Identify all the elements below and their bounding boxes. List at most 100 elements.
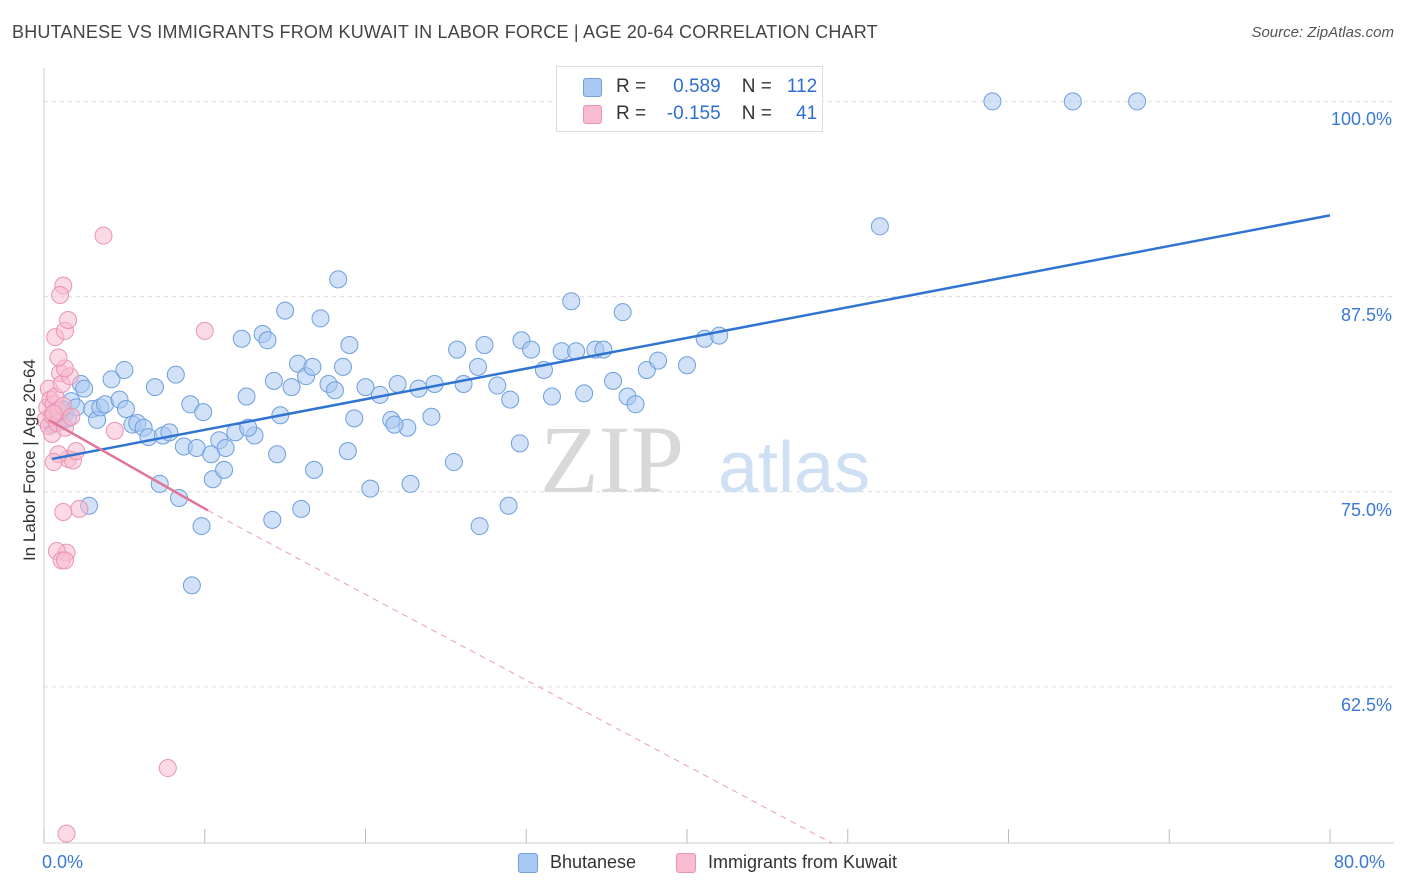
point-bhutanese <box>333 357 352 376</box>
y-tick-label: 75.0% <box>1340 499 1392 520</box>
bottom-legend-swatch-pink <box>676 852 696 873</box>
point-bhutanese <box>145 378 164 397</box>
point-bhutanese <box>263 510 282 529</box>
point-bhutanese <box>613 303 632 322</box>
watermark-zip: ZIP <box>540 406 684 513</box>
point-bhutanese <box>499 496 518 515</box>
point-bhutanese <box>388 375 407 393</box>
legend-r-label: R = <box>616 103 647 124</box>
point-bhutanese <box>194 403 213 422</box>
point-bhutanese <box>338 442 357 461</box>
point-kuwait <box>44 404 63 423</box>
legend-r-label: R = <box>616 76 647 97</box>
legend-n-label: N = <box>741 103 772 124</box>
point-bhutanese <box>385 415 404 434</box>
trend-lines <box>48 214 1331 844</box>
legend-n-value: 112 <box>786 76 818 97</box>
point-kuwait <box>62 407 81 426</box>
legend-swatch-blue <box>583 77 602 97</box>
x-tick-label-min: 0.0% <box>42 852 84 872</box>
series-bhutanese-points <box>43 92 1147 595</box>
point-kuwait <box>54 503 73 522</box>
point-bhutanese <box>475 335 494 354</box>
point-bhutanese <box>282 378 301 397</box>
bottom-legend-label: Bhutanese <box>550 852 637 872</box>
point-kuwait <box>55 551 74 570</box>
point-bhutanese <box>510 434 529 453</box>
point-kuwait <box>59 310 78 329</box>
point-bhutanese <box>215 460 234 479</box>
point-bhutanese <box>401 474 420 493</box>
legend-row-kuwait: R = -0.155 N = 41 <box>583 102 817 126</box>
bottom-legend-kuwait: Immigrants from Kuwait <box>676 852 897 873</box>
legend-swatch-pink <box>583 104 602 124</box>
point-bhutanese <box>542 387 561 406</box>
point-bhutanese <box>325 381 344 400</box>
chart-source: Source: ZipAtlas.com <box>1251 24 1394 41</box>
point-bhutanese <box>470 517 489 536</box>
trend-line-kuwait-extension <box>207 510 832 844</box>
point-bhutanese <box>102 370 121 389</box>
point-bhutanese <box>116 399 135 418</box>
point-bhutanese <box>649 351 668 370</box>
point-bhutanese <box>444 453 463 472</box>
point-bhutanese <box>454 375 473 393</box>
point-kuwait <box>105 421 124 440</box>
point-bhutanese <box>264 371 283 390</box>
point-bhutanese <box>268 445 287 464</box>
legend-r-value: -0.155 <box>666 103 721 124</box>
watermark: ZIP atlas <box>540 406 870 513</box>
axes <box>43 68 1394 844</box>
point-bhutanese <box>303 357 322 376</box>
point-kuwait <box>57 824 76 843</box>
legend-row-bhutanese: R = 0.589 N = 112 <box>583 75 817 99</box>
trend-line-kuwait <box>48 418 209 512</box>
point-bhutanese <box>678 356 696 375</box>
point-bhutanese <box>166 365 185 384</box>
stats-legend: R = 0.589 N = 112 R = -0.155 N = 41 <box>556 66 823 132</box>
x-tick-label-max: 80.0% <box>1334 852 1386 872</box>
point-bhutanese <box>361 479 380 498</box>
point-bhutanese <box>469 357 488 376</box>
point-bhutanese <box>292 499 311 518</box>
point-bhutanese <box>237 387 256 406</box>
point-bhutanese <box>258 331 277 350</box>
y-axis-label: In Labor Force | Age 20-64 <box>20 359 39 561</box>
point-bhutanese <box>192 517 211 536</box>
point-bhutanese <box>501 390 520 409</box>
point-kuwait <box>70 499 89 518</box>
bottom-legend-label: Immigrants from Kuwait <box>708 852 898 872</box>
point-kuwait <box>67 442 86 461</box>
point-bhutanese <box>422 407 441 426</box>
point-bhutanese <box>870 217 889 236</box>
point-bhutanese <box>115 360 134 379</box>
point-bhutanese <box>232 329 251 348</box>
trend-line-bhutanese <box>51 214 1331 461</box>
point-bhutanese <box>356 378 375 397</box>
point-bhutanese <box>604 371 623 390</box>
y-tick-label: 100.0% <box>1330 109 1392 130</box>
point-bhutanese <box>522 340 541 359</box>
point-kuwait <box>158 759 177 778</box>
series-kuwait-points <box>36 226 214 843</box>
point-bhutanese <box>329 270 348 289</box>
point-bhutanese <box>983 92 1002 111</box>
bottom-legend-swatch-blue <box>518 852 538 873</box>
watermark-atlas: atlas <box>718 428 870 508</box>
point-bhutanese <box>562 292 581 311</box>
point-bhutanese <box>448 340 467 359</box>
point-bhutanese <box>276 301 295 320</box>
point-bhutanese <box>305 460 324 479</box>
point-kuwait <box>94 226 113 245</box>
point-kuwait <box>51 286 70 305</box>
point-bhutanese <box>340 335 359 354</box>
bottom-legend-bhutanese: Bhutanese <box>518 852 636 873</box>
point-bhutanese <box>345 409 364 428</box>
y-tick-label: 62.5% <box>1340 694 1392 715</box>
y-tick-label: 87.5% <box>1340 304 1392 325</box>
point-bhutanese <box>575 384 594 403</box>
legend-r-value: 0.589 <box>673 76 721 97</box>
point-bhutanese <box>626 395 645 414</box>
point-kuwait <box>49 348 68 367</box>
